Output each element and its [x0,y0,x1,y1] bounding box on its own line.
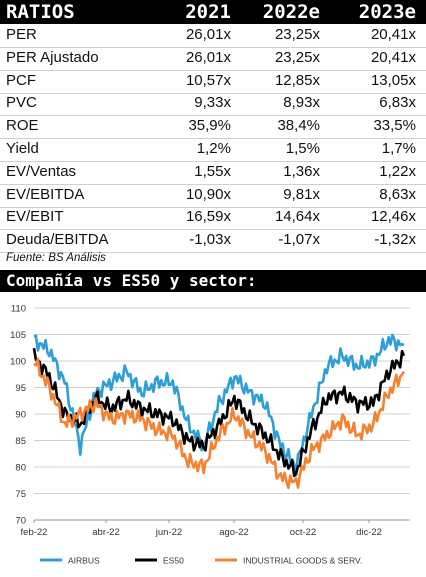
ratio-label: PER [6,26,37,43]
value-2021: 10,57x [185,71,231,89]
x-tick-label: feb-22 [21,527,48,538]
value-2022e: 8,93x [283,94,320,112]
table-row: Yield 1,2% 1,5% 1,7% [0,138,426,162]
table-row: ROE 35,9% 38,4% 33,5% [0,115,426,140]
value-2023e: 20,41x [370,26,416,43]
value-2022e: 9,81x [283,185,320,203]
value-2022e: 1,36x [283,162,320,180]
y-tick-label: 95 [15,383,26,394]
ratio-label: PER Ajustado [6,48,99,66]
table-row: EV/EBIT 16,59x 14,64x 12,46x [0,206,426,231]
header-2022e: 2022e [262,1,320,23]
table-row: EV/EBITDA 10,90x 9,81x 8,63x [0,184,426,208]
value-2021: 26,01x [185,48,231,66]
x-tick-label: jun-22 [155,527,182,538]
ratio-label: PCF [6,71,36,89]
y-tick-label: 110 [11,304,26,315]
table-row: Deuda/EBITDA -1,03x -1,07x -1,32x [0,229,426,254]
x-tick-label: dic-22 [356,527,382,538]
table-row: PER 26,01x 23,25x 20,41x [0,24,426,48]
value-2022e: 14,64x [274,208,320,226]
y-tick-label: 85 [15,436,26,447]
value-2023e: 13,05x [370,71,416,89]
value-2021: -1,03x [189,231,231,249]
y-tick-label: 100 [10,357,26,368]
value-2023e: 1,22x [379,162,416,180]
ratios-header: RATIOS 2021 2022e 2023e [0,0,426,24]
ratio-label: Deuda/EBITDA [6,231,109,249]
header-2021: 2021 [185,1,231,23]
ratio-label: PVC [6,94,37,112]
ratio-label: Yield [6,140,39,157]
x-tick-label: abr-22 [92,527,119,538]
value-2022e: 23,25x [274,26,320,43]
value-2023e: 6,83x [379,94,416,112]
header-2023e: 2023e [358,1,416,23]
value-2022e: 12,85x [274,71,320,89]
ratio-label: EV/EBITDA [6,185,85,203]
x-tick-label: ago-22 [219,527,249,538]
value-2021: 16,59x [185,208,231,226]
ratio-label: ROE [6,117,39,135]
header-ratios: RATIOS [6,1,75,23]
legend-label: ES50 [163,556,184,566]
table-row: PVC 9,33x 8,93x 6,83x [0,92,426,117]
value-2022e: 38,4% [277,117,320,135]
section-header: Compañía vs ES50 y sector: [0,270,426,292]
value-2023e: 8,63x [379,185,416,203]
value-2021: 35,9% [188,117,231,135]
value-2021: 10,90x [185,185,231,203]
table-row: PCF 10,57x 12,85x 13,05x [0,70,426,94]
legend-label: AIRBUS [68,556,100,566]
value-2023e: 1,7% [381,140,416,157]
y-tick-label: 90 [15,410,26,421]
y-tick-label: 70 [15,516,26,527]
section-title: Compañía vs ES50 y sector: [6,271,257,290]
value-2021: 1,2% [196,140,231,157]
table-row: EV/Ventas 1,55x 1,36x 1,22x [0,161,426,185]
comparison-line-chart: 70 75 80 85 90 95 100 105 110 feb-22 abr-22 jun-22 a… [10,304,410,566]
value-2021: 26,01x [185,26,231,43]
value-2023e: -1,32x [374,231,416,249]
source-note: Fuente: BS Análisis [6,252,106,264]
x-tick-label: oct-22 [290,527,316,538]
y-tick-label: 105 [10,330,26,341]
value-2022e: -1,07x [278,231,320,249]
series-line-industrial-goods-serv- [33,357,406,490]
value-2022e: 1,5% [285,140,320,157]
y-tick-label: 80 [15,463,26,474]
ratio-label: EV/Ventas [6,162,77,180]
value-2023e: 12,46x [370,208,416,226]
value-2022e: 23,25x [274,48,320,66]
legend-label: INDUSTRIAL GOODS & SERV. [243,556,362,566]
series-line-es50 [32,347,406,478]
value-2021: 9,33x [194,94,231,112]
value-2023e: 33,5% [373,117,416,135]
table-row: PER Ajustado 26,01x 23,25x 20,41x [0,47,426,71]
y-tick-label: 75 [15,489,26,500]
value-2021: 1,55x [194,162,231,180]
value-2023e: 20,41x [370,48,416,66]
ratio-label: EV/EBIT [6,208,64,226]
